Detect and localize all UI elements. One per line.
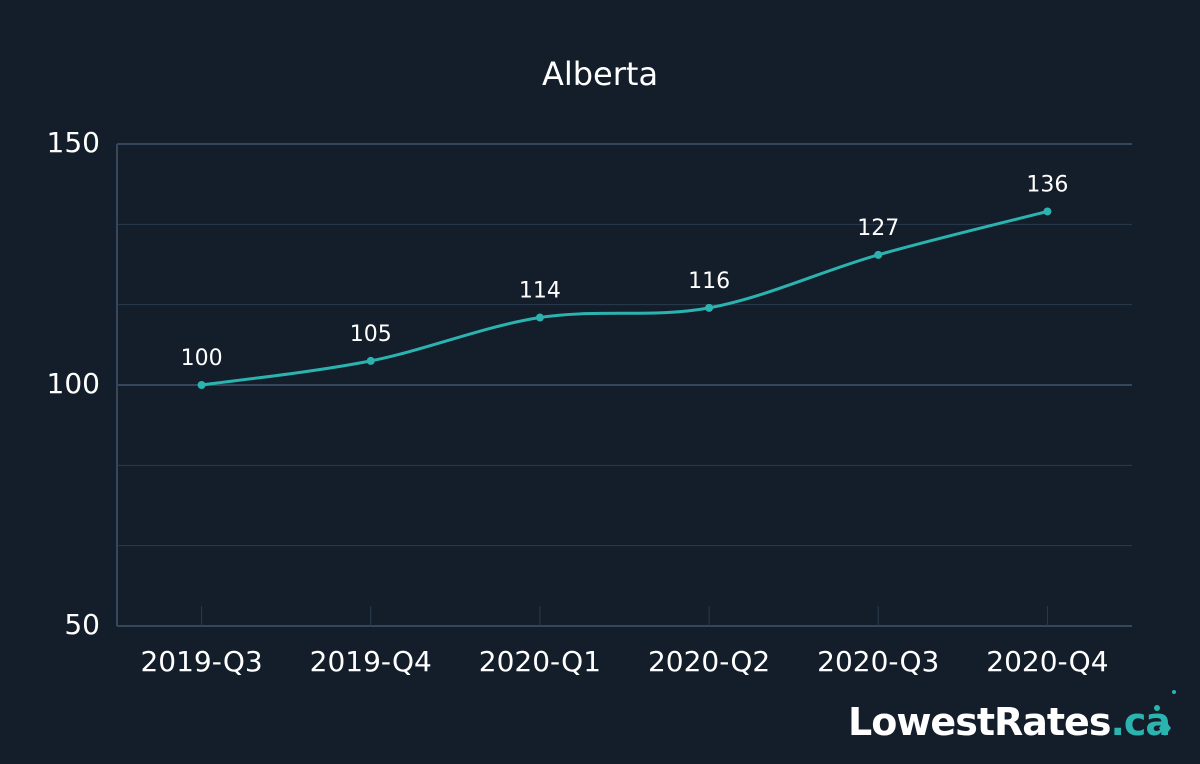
logo-suffix: .ca — [1110, 700, 1170, 744]
logo-name: LowestRates.ca — [848, 700, 1170, 744]
point — [874, 250, 883, 259]
data-label: 127 — [857, 216, 899, 241]
logo-sparkle — [1159, 720, 1171, 736]
logo-dot — [1154, 705, 1160, 711]
data-label: 116 — [688, 269, 730, 294]
point — [197, 381, 206, 389]
x-tick-label: 2019-Q3 — [140, 645, 262, 678]
point — [535, 313, 544, 322]
x-tick-label: 2020-Q4 — [986, 645, 1108, 678]
x-tick-label: 2019-Q4 — [310, 645, 432, 678]
y-tick-label: 150 — [47, 126, 100, 159]
line — [201, 210, 1048, 387]
x-tick-label: 2020-Q3 — [817, 645, 939, 678]
x-tick-label: 2020-Q1 — [479, 645, 601, 678]
point — [366, 356, 375, 365]
point — [1043, 207, 1052, 216]
logo: LowestRates.ca — [848, 690, 1176, 744]
point — [705, 303, 714, 312]
logo-dot — [1172, 690, 1176, 694]
x-tick-label: 2020-Q2 — [648, 645, 770, 678]
y-tick-label: 50 — [64, 608, 100, 641]
chart-title: Alberta — [542, 55, 658, 93]
data-label: 114 — [519, 279, 561, 304]
y-tick-label: 100 — [47, 367, 100, 400]
data-label: 105 — [350, 322, 392, 347]
data-label: 136 — [1026, 172, 1068, 197]
data-label: 100 — [181, 346, 223, 371]
logo-text: LowestRates — [848, 700, 1110, 744]
